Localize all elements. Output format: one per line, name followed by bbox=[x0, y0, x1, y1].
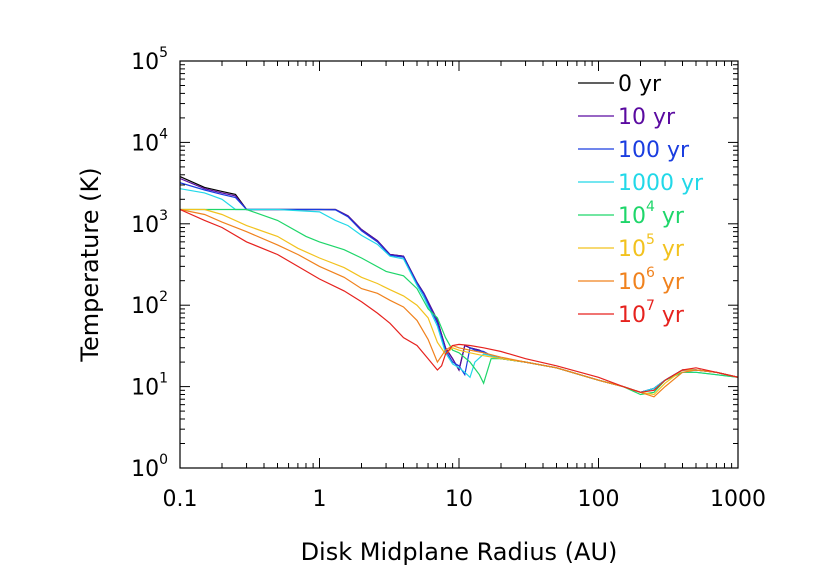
y-tick-label: 103 bbox=[131, 208, 168, 238]
plot-lines bbox=[180, 176, 738, 398]
x-tick-label: 100 bbox=[578, 487, 620, 512]
tick-labels: 0.1 1 10 100 1000 100 101 102 103 104 105 bbox=[131, 45, 766, 512]
x-axis-label: Disk Midplane Radius (AU) bbox=[301, 538, 618, 566]
series-line-5 bbox=[180, 208, 738, 396]
y-tick-label: 104 bbox=[131, 126, 168, 156]
y-tick-label: 102 bbox=[131, 289, 168, 319]
legend-entry-label: 105 yr bbox=[618, 232, 685, 262]
x-tick-label: 1000 bbox=[710, 487, 766, 512]
series-line-4 bbox=[180, 208, 738, 396]
y-tick-label: 100 bbox=[131, 452, 168, 482]
legend-entry-label: 106 yr bbox=[618, 265, 685, 295]
legend-entry-label: 0 yr bbox=[618, 72, 662, 97]
axis-ticks bbox=[179, 60, 739, 469]
legend-entry-label: 10 yr bbox=[618, 105, 676, 130]
legend-entry-label: 1000 yr bbox=[618, 171, 704, 196]
series-line-6 bbox=[180, 208, 738, 398]
legend-entry-label: 107 yr bbox=[618, 298, 685, 328]
y-tick-label: 105 bbox=[131, 45, 168, 75]
y-axis-label: Temperature (K) bbox=[76, 167, 104, 362]
series-line-7 bbox=[180, 208, 738, 393]
x-tick-label: 1 bbox=[313, 487, 327, 512]
legend-entry-label: 100 yr bbox=[618, 138, 690, 163]
x-tick-label: 0.1 bbox=[163, 487, 198, 512]
legend-entry-label: 104 yr bbox=[618, 199, 685, 229]
y-tick-label: 101 bbox=[131, 371, 168, 401]
x-tick-label: 10 bbox=[445, 487, 473, 512]
